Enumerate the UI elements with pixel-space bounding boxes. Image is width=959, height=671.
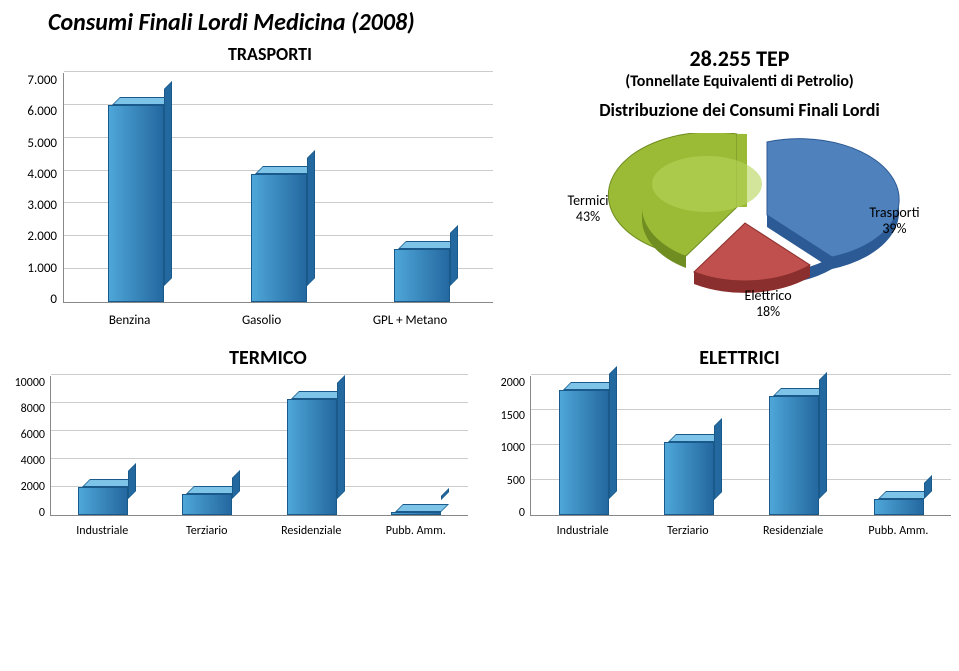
ytick: 6.000 [8,104,57,119]
ytick: 8000 [8,402,45,416]
ytick: 1500 [488,409,525,423]
xtick: GPL + Metano [373,313,447,328]
elettrici-chart: 2000 1500 1000 500 0 Industriale Terziar… [488,376,951,538]
bar [108,97,164,302]
bar [394,241,450,302]
bar [287,391,337,515]
xtick: Industriale [530,524,635,538]
pie-svg [560,133,920,323]
bar [182,486,232,515]
trasporti-xticks: Benzina Gasolio GPL + Metano [63,313,493,328]
top-row: TRASPORTI TEP 7.000 6.000 5.000 4.000 3.… [8,43,951,328]
pie-heading: Distribuzione dei Consumi Finali Lordi [528,99,951,121]
xtick: Industriale [50,524,155,538]
ytick: 6000 [8,428,45,442]
elettrici-plot [530,376,951,516]
ytick: 1.000 [8,261,57,276]
tep-subtitle: (Tonnellate Equivalenti di Petrolio) [528,72,951,91]
elettrici-xticks: Industriale Terziario Residenziale Pubb.… [530,524,951,538]
xtick: Residenziale [741,524,846,538]
trasporti-subtitle: TRASPORTI [228,43,528,65]
xtick: Gasolio [242,313,281,328]
bar [874,491,924,515]
tep-value: 28.255 TEP [528,45,951,72]
ytick: 0 [8,292,57,307]
bar [559,382,609,515]
bar [769,388,819,515]
ytick: 500 [488,474,525,488]
mid-titles: TERMICO ELETTRICI [8,346,951,370]
ytick: 4.000 [8,167,57,182]
ytick: 2000 [8,480,45,494]
termico-yticks: 10000 8000 6000 4000 2000 0 [8,376,50,520]
bar [251,166,307,302]
trasporti-plot [63,73,493,303]
ytick: 10000 [8,376,45,390]
termico-xticks: Industriale Terziario Residenziale Pubb.… [50,524,468,538]
ytick: 0 [488,506,525,520]
termico-plot [50,376,468,516]
ytick: 2000 [488,376,525,390]
bottom-row: 10000 8000 6000 4000 2000 0 Industriale … [8,376,951,538]
bar [664,434,714,516]
trasporti-yticks: 7.000 6.000 5.000 4.000 3.000 2.000 1.00… [8,73,63,307]
bar [78,479,128,515]
bar [391,504,441,516]
xtick: Residenziale [259,524,364,538]
elettrici-yticks: 2000 1500 1000 500 0 [488,376,530,520]
xtick: Pubb. Amm. [846,524,951,538]
termico-chart: 10000 8000 6000 4000 2000 0 Industriale … [8,376,468,538]
xtick: Terziario [635,524,740,538]
pie-label-elettrico: Elettrico18% [745,288,792,320]
ytick: 1000 [488,441,525,455]
ytick: 2.000 [8,229,57,244]
xtick: Benzina [109,313,151,328]
trasporti-chart: TRASPORTI TEP 7.000 6.000 5.000 4.000 3.… [8,43,528,328]
xtick: Pubb. Amm. [364,524,469,538]
termico-title: TERMICO [8,346,528,370]
pie-section: 28.255 TEP (Tonnellate Equivalenti di Pe… [528,43,951,328]
ytick: 4000 [8,454,45,468]
ytick: 3.000 [8,198,57,213]
pie-chart: Termici43% Trasporti39% Elettrico18% [560,133,920,323]
pie-label-trasporti: Trasporti39% [869,205,919,237]
pie-label-termici: Termici43% [568,193,609,225]
elettrici-title: ELETTRICI [528,346,951,370]
xtick: Terziario [155,524,260,538]
ytick: 0 [8,506,45,520]
ytick: 5.000 [8,136,57,151]
main-title: Consumi Finali Lordi Medicina (2008) [48,8,951,37]
ytick: 7.000 [8,73,57,88]
